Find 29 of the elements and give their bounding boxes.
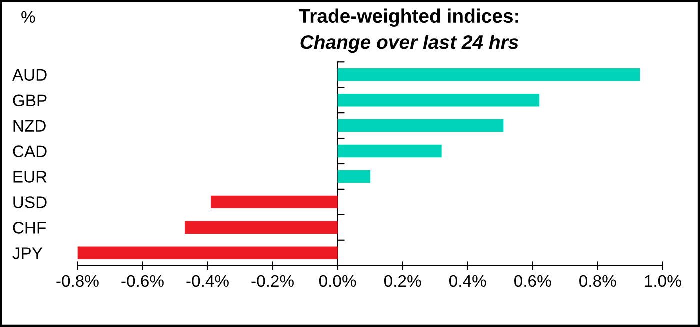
y-tick-label: CHF	[13, 222, 46, 234]
bar	[338, 119, 504, 132]
y-tick-label: CAD	[13, 146, 47, 158]
x-tick-label: 0.8%	[580, 275, 616, 288]
chart-subtitle: Change over last 24 hrs	[300, 34, 519, 54]
y-tick-label: USD	[14, 196, 47, 208]
y-tick-label: GBP	[13, 94, 47, 107]
bar	[338, 170, 370, 184]
bar	[78, 246, 338, 260]
x-tick-label: -0.6%	[122, 275, 164, 288]
y-tick-label: NZD	[14, 120, 46, 132]
bar	[338, 144, 442, 158]
bar	[210, 196, 338, 209]
x-tick-label: 0.6%	[514, 275, 552, 288]
bar	[184, 221, 338, 234]
x-tick-label: 0.2%	[384, 275, 422, 288]
x-tick-label: 1.0%	[645, 275, 682, 288]
y-tick-label: JPY	[12, 248, 43, 260]
x-tick-label: -0.4%	[186, 275, 229, 288]
chart-title: Trade-weighted indices:	[298, 8, 518, 28]
x-tick-label: 0.0%	[319, 275, 356, 288]
x-tick-label: 0.4%	[449, 275, 486, 288]
x-tick-label: -0.2%	[252, 275, 294, 288]
y-axis-title: %	[22, 11, 36, 23]
y-tick-label: EUR	[14, 171, 47, 183]
y-tick-label: AUD	[12, 69, 47, 82]
bar	[338, 94, 540, 107]
bar	[338, 68, 640, 82]
x-tick-label: -0.8%	[56, 275, 99, 288]
